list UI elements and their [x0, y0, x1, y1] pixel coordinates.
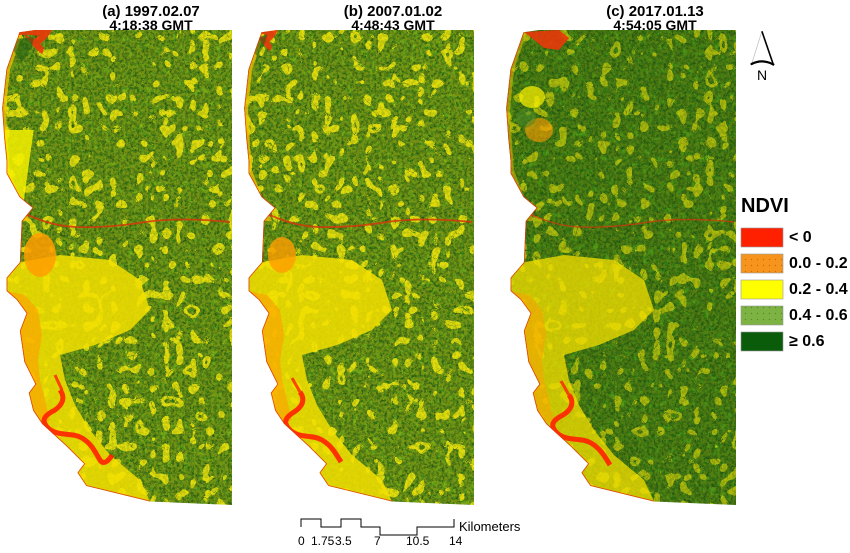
svg-text:0.2 - 0.4: 0.2 - 0.4 [789, 281, 848, 298]
svg-text:≥ 0.6: ≥ 0.6 [789, 333, 825, 350]
svg-text:0: 0 [298, 534, 305, 548]
svg-text:4:54:05 GMT: 4:54:05 GMT [613, 17, 697, 33]
svg-text:4:48:43 GMT: 4:48:43 GMT [351, 17, 435, 33]
svg-text:7: 7 [374, 534, 381, 548]
svg-text:1.75: 1.75 [311, 534, 335, 548]
svg-text:0.0 - 0.2: 0.0 - 0.2 [789, 255, 848, 272]
svg-text:14: 14 [449, 534, 463, 548]
svg-text:NDVI: NDVI [741, 195, 789, 217]
svg-text:Kilometers: Kilometers [459, 519, 521, 534]
svg-text:< 0: < 0 [789, 229, 812, 246]
svg-text:4:18:38 GMT: 4:18:38 GMT [109, 17, 193, 33]
svg-text:10.5: 10.5 [406, 534, 430, 548]
svg-text:N: N [757, 67, 767, 83]
svg-text:0.4 - 0.6: 0.4 - 0.6 [789, 307, 848, 324]
svg-text:3.5: 3.5 [335, 534, 352, 548]
